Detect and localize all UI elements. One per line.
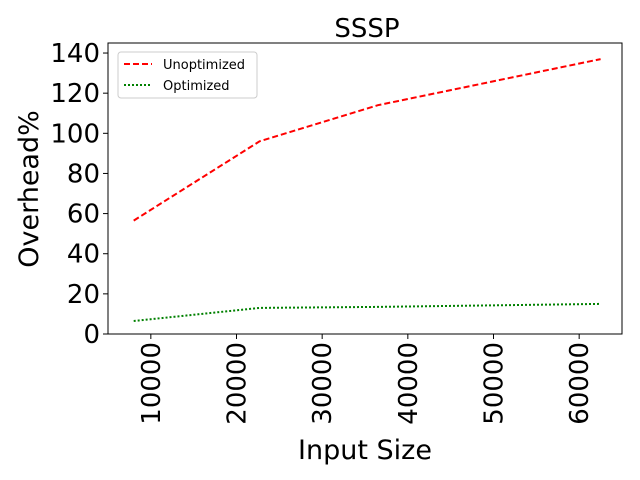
series-line-unoptimized: [133, 58, 601, 222]
series-line-optimized: [133, 302, 601, 322]
y-tick-label: 140: [50, 39, 100, 69]
x-tick-label: 60000: [565, 342, 595, 425]
legend-label-unoptimized: Unoptimized: [163, 58, 245, 73]
x-tick-label: 20000: [223, 342, 253, 425]
x-axis-ticks: 10000 20000 30000 40000 50000 60000: [137, 334, 595, 425]
y-axis-ticks: 0 20 40 60 80 100 120 140: [50, 39, 108, 350]
y-tick-label: 0: [83, 320, 100, 350]
x-axis-label: Input Size: [298, 435, 432, 466]
x-tick-label: 10000: [137, 342, 167, 425]
x-tick-label: 30000: [308, 342, 338, 425]
legend: Unoptimized Optimized: [117, 51, 258, 99]
y-tick-label: 80: [67, 159, 100, 189]
legend-label-optimized: Optimized: [163, 79, 230, 94]
legend-box: [117, 51, 258, 99]
plot-frame: [107, 42, 623, 335]
y-tick-label: 20: [67, 280, 100, 310]
chart-title: SSSP: [334, 14, 399, 44]
y-tick-label: 120: [50, 79, 100, 109]
y-tick-label: 60: [67, 200, 100, 230]
y-tick-label: 40: [67, 240, 100, 270]
y-axis-label: Overhead%: [14, 110, 45, 268]
x-tick-label: 40000: [394, 342, 424, 425]
series-layer: [133, 58, 601, 322]
y-tick-label: 100: [50, 119, 100, 149]
x-tick-label: 50000: [480, 342, 510, 425]
